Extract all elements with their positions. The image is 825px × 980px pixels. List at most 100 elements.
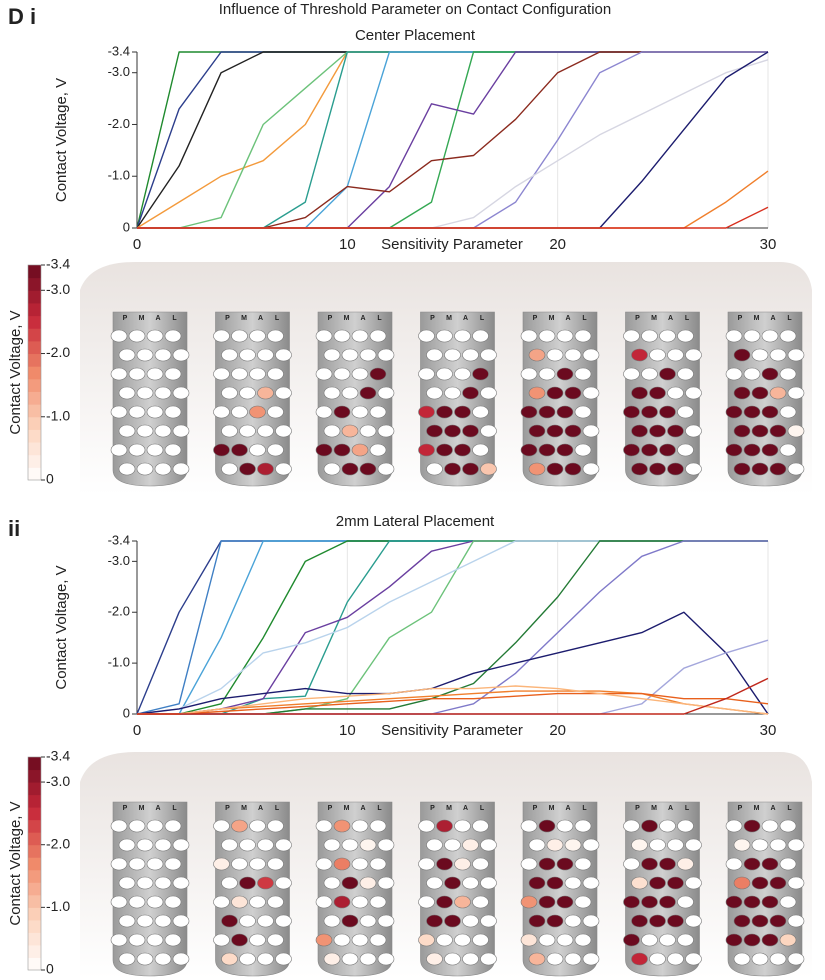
contact <box>779 329 797 343</box>
contact <box>436 895 453 909</box>
contact <box>359 838 377 852</box>
contact <box>649 424 666 438</box>
column-label: A <box>565 315 570 322</box>
contact <box>761 443 779 457</box>
column-label: A <box>668 315 673 322</box>
contact <box>574 443 592 457</box>
contact <box>659 895 676 909</box>
contact <box>369 329 387 343</box>
colorbar-tick-label: -3.4 <box>46 256 70 272</box>
contact <box>677 443 694 457</box>
contact <box>275 386 292 400</box>
column-label: L <box>377 805 382 812</box>
contact <box>538 405 556 419</box>
contact <box>436 819 453 833</box>
contact <box>564 348 582 362</box>
contact <box>556 895 574 909</box>
column-label: M <box>754 805 760 812</box>
contact <box>649 386 666 400</box>
contact <box>418 329 435 343</box>
contact <box>231 895 248 909</box>
contact <box>787 386 805 400</box>
column-label: M <box>139 805 145 812</box>
contact <box>725 405 743 419</box>
contact <box>426 386 443 400</box>
contact <box>677 367 694 381</box>
contact <box>257 386 274 400</box>
colorbar-step <box>28 857 41 871</box>
column-label: L <box>275 805 280 812</box>
contact <box>359 424 377 438</box>
contact <box>472 933 489 947</box>
contact <box>462 386 479 400</box>
contact <box>520 933 538 947</box>
contact <box>323 838 341 852</box>
contact <box>574 857 592 871</box>
contact <box>480 462 497 476</box>
contact <box>520 367 538 381</box>
contact <box>779 443 797 457</box>
contact <box>146 819 164 833</box>
contact <box>118 876 136 890</box>
contact <box>275 462 292 476</box>
colorbar-step <box>28 819 41 833</box>
column-label: M <box>549 805 555 812</box>
contact <box>649 914 666 928</box>
colorbar-step <box>28 832 41 846</box>
contact <box>685 914 702 928</box>
contact <box>546 952 564 966</box>
contact <box>725 857 743 871</box>
contact <box>659 857 676 871</box>
contact <box>733 386 751 400</box>
contact <box>315 895 333 909</box>
contact <box>649 462 666 476</box>
contact <box>110 857 128 871</box>
contact <box>426 424 443 438</box>
contact <box>172 876 190 890</box>
contact <box>333 405 351 419</box>
contact <box>725 933 743 947</box>
contact <box>333 857 351 871</box>
series-line <box>136 51 768 229</box>
contact <box>472 405 489 419</box>
contact <box>436 405 453 419</box>
contact <box>444 914 461 928</box>
colorbar-step <box>28 277 41 291</box>
column-label: P <box>738 805 743 812</box>
column-label: M <box>139 315 145 322</box>
column-label: A <box>258 805 263 812</box>
contact <box>110 405 128 419</box>
x-tick-label: 10 <box>339 236 356 253</box>
colorbar-step <box>28 919 41 933</box>
y-tick-label: -2.0 <box>108 116 130 131</box>
contact <box>239 952 256 966</box>
contact <box>761 819 779 833</box>
column-label: A <box>668 805 673 812</box>
contact <box>685 348 702 362</box>
contact <box>743 819 761 833</box>
contact <box>743 933 761 947</box>
contact <box>146 933 164 947</box>
contact <box>257 348 274 362</box>
x-tick-label: 30 <box>760 236 777 253</box>
contact <box>582 876 600 890</box>
contact <box>641 895 658 909</box>
contact <box>546 838 564 852</box>
contact <box>769 952 787 966</box>
contact <box>454 857 471 871</box>
contact <box>128 933 146 947</box>
contact <box>659 443 676 457</box>
contact <box>641 329 658 343</box>
colorbar-step <box>28 454 41 468</box>
contact <box>641 443 658 457</box>
contact <box>472 895 489 909</box>
contact <box>136 386 154 400</box>
contact <box>333 367 351 381</box>
colorbar-tick-label: 0 <box>46 471 54 487</box>
contact <box>751 386 769 400</box>
contact <box>239 876 256 890</box>
colorbar-step <box>28 882 41 896</box>
contact <box>341 914 359 928</box>
contact <box>164 895 182 909</box>
